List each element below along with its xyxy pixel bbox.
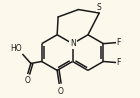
Text: F: F <box>116 38 121 47</box>
Text: O: O <box>24 76 30 85</box>
Text: O: O <box>57 87 63 96</box>
Text: N: N <box>70 39 76 48</box>
Text: F: F <box>116 58 121 67</box>
Text: HO: HO <box>10 44 22 53</box>
Text: S: S <box>97 3 102 12</box>
